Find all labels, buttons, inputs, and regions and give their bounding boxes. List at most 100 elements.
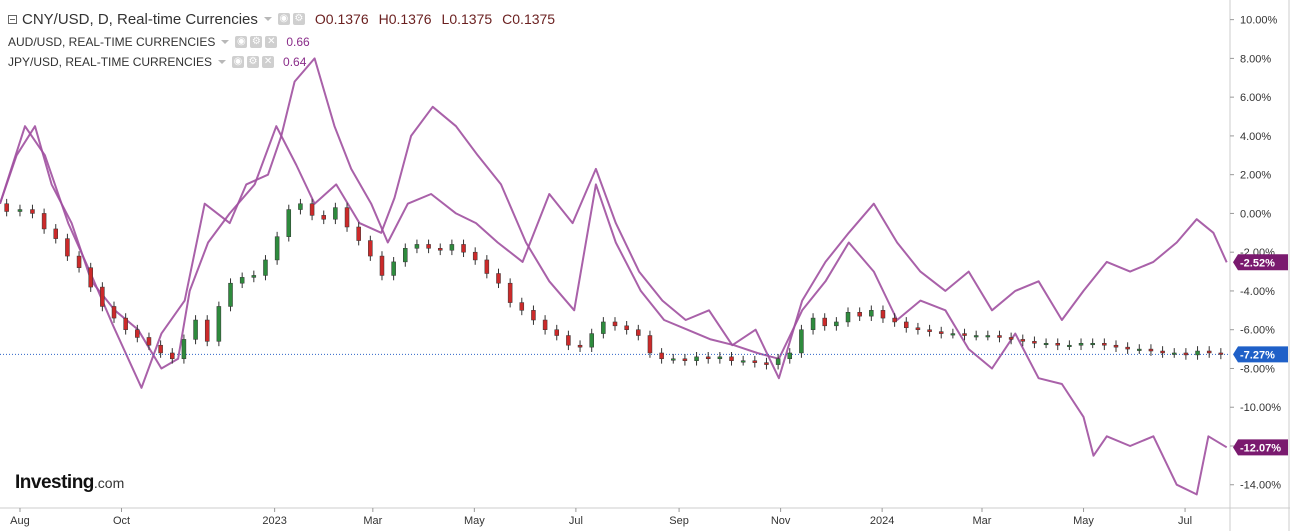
close-icon[interactable]: ✕ [262, 56, 275, 68]
candle [554, 329, 559, 336]
candle [927, 329, 932, 332]
candle [822, 317, 827, 327]
candle [787, 352, 793, 360]
candle [1020, 339, 1026, 342]
candle [368, 240, 373, 257]
candle [624, 325, 629, 330]
candle [158, 344, 163, 354]
candle [41, 213, 47, 230]
candle [531, 310, 536, 321]
candle [344, 207, 350, 228]
last-value-labels: -7.27% -2.52% -12.07% [1233, 254, 1288, 456]
main-series-title[interactable]: CNY/USD, D, Real-time Currencies [22, 10, 258, 28]
candle [309, 203, 315, 216]
candle [834, 321, 839, 327]
eye-icon[interactable]: ◉ [232, 56, 245, 68]
overlay-title[interactable]: JPY/USD, REAL-TIME CURRENCIES [8, 55, 213, 69]
candle [111, 306, 117, 319]
candle [915, 327, 921, 330]
candle [857, 312, 862, 317]
candle [449, 244, 455, 251]
brand-name: Investing [15, 472, 94, 493]
candle [682, 358, 688, 361]
candle [274, 236, 280, 261]
x-tick-label: Jul [1178, 515, 1192, 527]
legend-main: CNY/USD, D, Real-time Currencies ◉ ⚙ O0.… [8, 8, 555, 30]
candle [356, 226, 361, 241]
gear-icon[interactable]: ⚙ [250, 36, 263, 48]
open-value: O0.1376 [314, 11, 369, 27]
gear-icon[interactable]: ⚙ [292, 13, 305, 25]
x-tick-label: May [464, 515, 485, 527]
candle [973, 335, 979, 338]
eye-icon[interactable]: ◉ [235, 36, 248, 48]
candle [1032, 341, 1037, 344]
y-tick-label: 2.00% [1240, 170, 1271, 182]
candle [740, 360, 746, 363]
candle [764, 362, 769, 365]
candle [251, 275, 257, 278]
candle [204, 319, 210, 342]
chevron-down-icon[interactable] [221, 40, 230, 44]
candle [181, 339, 187, 360]
candle [542, 319, 548, 330]
overlay-value: 0.64 [283, 55, 307, 69]
candle [1137, 348, 1142, 351]
x-tick-label: Aug [10, 515, 30, 527]
candle [869, 310, 874, 317]
candle [1067, 344, 1072, 347]
legend-overlay-aud: AUD/USD, REAL-TIME CURRENCIES ◉ ⚙ ✕ 0.66 [8, 33, 310, 51]
y-tick-label: 0.00% [1240, 208, 1271, 220]
y-tick-label: -8.00% [1240, 363, 1275, 375]
candle [845, 312, 851, 323]
last-value-text: -7.27% [1240, 349, 1275, 361]
investing-logo: Investing.com [15, 472, 124, 494]
x-tick-label: Nov [771, 515, 791, 527]
y-tick-label: 6.00% [1240, 92, 1271, 104]
x-tick-label: Mar [973, 515, 992, 527]
eye-icon[interactable]: ◉ [277, 13, 290, 25]
close-icon[interactable]: ✕ [265, 36, 278, 48]
candle [461, 244, 466, 253]
last-value-label-2: -2.52% [1233, 254, 1288, 271]
last-value-label-3: -12.07% [1233, 439, 1288, 456]
candle [810, 317, 816, 330]
chevron-down-icon[interactable] [263, 17, 272, 21]
candle [997, 335, 1002, 338]
gear-icon[interactable]: ⚙ [247, 56, 260, 68]
y-tick-label: -6.00% [1240, 325, 1275, 337]
candle [962, 333, 967, 336]
candle [1183, 352, 1189, 356]
candle [589, 333, 594, 348]
candle [799, 329, 804, 354]
legend: CNY/USD, D, Real-time Currencies ◉ ⚙ O0.… [0, 0, 700, 80]
last-value-marker [1233, 346, 1288, 363]
candle [647, 335, 653, 354]
last-value-marker [1233, 439, 1288, 456]
overlay-title[interactable]: AUD/USD, REAL-TIME CURRENCIES [8, 35, 216, 49]
candle [298, 203, 303, 210]
low-value: L0.1375 [441, 11, 493, 27]
chevron-down-icon[interactable] [218, 60, 227, 64]
candle [30, 209, 35, 214]
series-line-1 [0, 57, 1228, 389]
candle [1148, 348, 1154, 352]
candle [1206, 350, 1212, 354]
candle [100, 286, 105, 307]
candle [1171, 352, 1177, 355]
collapse-icon[interactable] [8, 14, 17, 24]
candle [263, 259, 268, 276]
candle [577, 344, 583, 348]
candle [426, 244, 431, 249]
candle [1113, 344, 1119, 348]
y-tick-label: -10.00% [1240, 402, 1281, 414]
candle [904, 321, 909, 329]
candle [880, 310, 886, 319]
x-tick-label: May [1073, 515, 1094, 527]
candle [403, 248, 408, 263]
candle [938, 331, 944, 334]
last-value-text: -12.07% [1240, 442, 1281, 454]
candle [496, 273, 501, 284]
